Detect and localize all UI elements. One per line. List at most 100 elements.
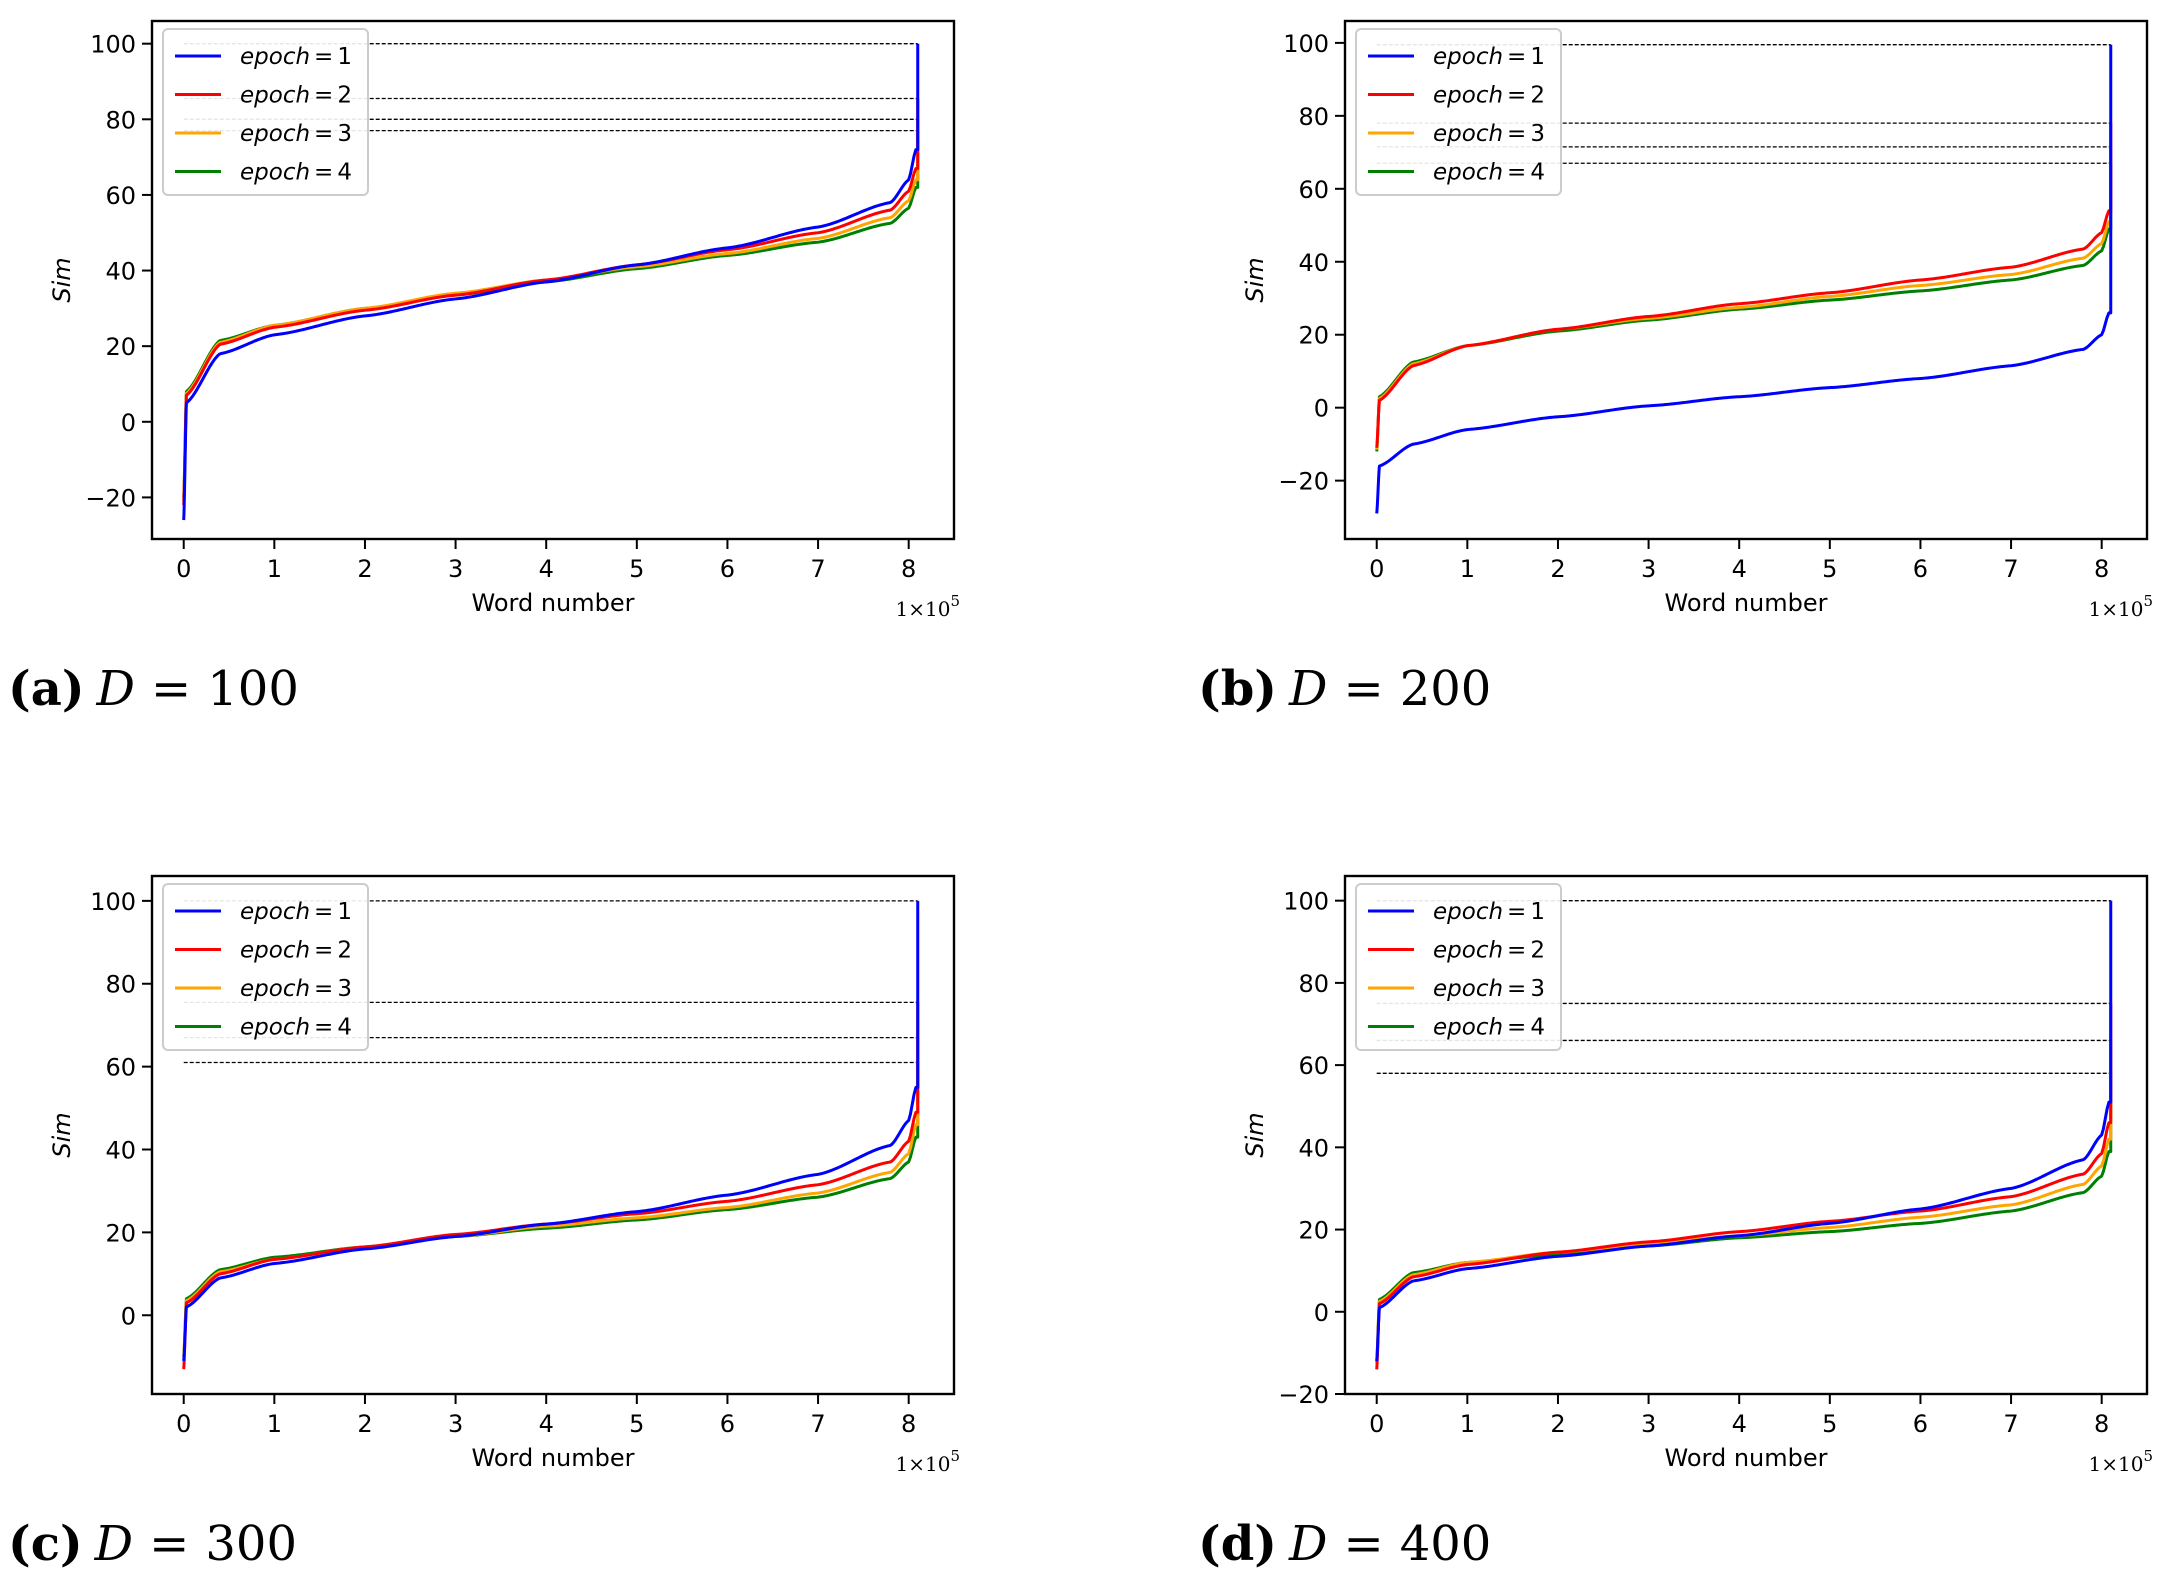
legend-var: epoch bbox=[240, 1015, 310, 1041]
x-multiplier: 1×105 bbox=[896, 1447, 960, 1476]
series-line-epoch-2 bbox=[182, 98, 920, 506]
caption-value: 200 bbox=[1400, 661, 1492, 717]
x-multiplier: 1×105 bbox=[896, 592, 960, 621]
x-multiplier: 1×105 bbox=[2089, 1447, 2153, 1476]
legend-number: 2 bbox=[337, 938, 352, 964]
y-tick-label: 60 bbox=[1298, 1052, 1329, 1080]
y-tick-label: 80 bbox=[105, 106, 136, 134]
chart-panel-0: 0 1 2 3 4 5 6 7 8 −20 0 20 40 60 80 100 Word number Sim 1×… bbox=[8, 19, 960, 717]
legend-equals: = bbox=[1507, 44, 1526, 70]
legend-entry-epoch-1: epoch = 1 bbox=[1433, 899, 1545, 925]
x-multiplier-exponent: 5 bbox=[2143, 592, 2153, 610]
legend-box bbox=[162, 883, 369, 1051]
legend-equals: = bbox=[1507, 1015, 1526, 1041]
x-axis-label: Word number bbox=[472, 1444, 635, 1472]
y-tick-label: 80 bbox=[1298, 103, 1329, 131]
x-tick-label: 0 bbox=[176, 1410, 191, 1438]
caption-equals: = bbox=[1343, 661, 1383, 717]
x-tick-label: 5 bbox=[1822, 1410, 1837, 1438]
legend-number: 1 bbox=[337, 44, 352, 70]
caption-value: 100 bbox=[207, 661, 299, 717]
x-multiplier-exponent: 5 bbox=[950, 592, 960, 610]
x-tick-label: 0 bbox=[1369, 1410, 1384, 1438]
x-tick-label: 6 bbox=[1913, 555, 1928, 583]
x-tick-label: 3 bbox=[1641, 555, 1656, 583]
legend-var: epoch bbox=[1433, 121, 1503, 147]
legend-entry-epoch-4: epoch = 4 bbox=[1433, 160, 1545, 186]
y-tick-label: −20 bbox=[1278, 468, 1329, 496]
caption-variable: D bbox=[1288, 661, 1327, 717]
x-tick-label: 1 bbox=[1460, 1410, 1475, 1438]
legend-equals: = bbox=[314, 160, 333, 186]
y-tick-label: 0 bbox=[1314, 395, 1329, 423]
y-tick-label: 100 bbox=[1283, 30, 1329, 58]
y-tick-label: 0 bbox=[121, 409, 136, 437]
legend-var: epoch bbox=[240, 83, 310, 109]
legend-equals: = bbox=[314, 44, 333, 70]
caption-label: (a) bbox=[8, 661, 85, 717]
legend-equals: = bbox=[1507, 938, 1526, 964]
legend-equals: = bbox=[314, 121, 333, 147]
caption-label: (d) bbox=[1198, 1516, 1277, 1572]
legend-box bbox=[162, 28, 369, 196]
legend-entry-epoch-4: epoch = 4 bbox=[240, 160, 352, 186]
x-tick-label: 0 bbox=[176, 555, 191, 583]
legend-var: epoch bbox=[1433, 899, 1503, 925]
y-tick-label: 100 bbox=[90, 888, 136, 916]
caption-label: (c) bbox=[8, 1516, 83, 1572]
legend-var: epoch bbox=[1433, 44, 1503, 70]
x-multiplier-base: 1×10 bbox=[2089, 1452, 2144, 1476]
x-tick-label: 7 bbox=[2003, 555, 2018, 583]
x-tick-label: 6 bbox=[720, 1410, 735, 1438]
x-multiplier-exponent: 5 bbox=[2143, 1447, 2153, 1465]
legend-entry-epoch-1: epoch = 1 bbox=[240, 899, 352, 925]
legend-number: 4 bbox=[337, 1015, 352, 1041]
y-tick-label: 80 bbox=[1298, 970, 1329, 998]
legend-entry-epoch-3: epoch = 3 bbox=[240, 121, 352, 147]
legend-number: 3 bbox=[337, 121, 352, 147]
legend-equals: = bbox=[1507, 160, 1526, 186]
x-tick-label: 2 bbox=[357, 555, 372, 583]
legend-equals: = bbox=[1507, 976, 1526, 1002]
y-tick-label: 40 bbox=[1298, 249, 1329, 277]
panel-caption: (c) D = 300 bbox=[8, 1516, 297, 1572]
legend-entry-epoch-2: epoch = 2 bbox=[1433, 938, 1545, 964]
y-tick-label: −20 bbox=[1278, 1381, 1329, 1409]
y-tick-label: 60 bbox=[105, 1054, 136, 1082]
x-tick-label: 3 bbox=[448, 555, 463, 583]
caption-equals: = bbox=[1343, 1516, 1383, 1572]
legend-var: epoch bbox=[1433, 976, 1503, 1002]
x-axis-label: Word number bbox=[1665, 1444, 1828, 1472]
legend-entry-epoch-2: epoch = 2 bbox=[1433, 83, 1545, 109]
caption-equals: = bbox=[151, 661, 191, 717]
legend-entry-epoch-3: epoch = 3 bbox=[240, 976, 352, 1002]
legend-number: 2 bbox=[1530, 83, 1545, 109]
x-tick-label: 5 bbox=[629, 1410, 644, 1438]
legend-number: 3 bbox=[1530, 976, 1545, 1002]
y-tick-label: 20 bbox=[1298, 322, 1329, 350]
legend-equals: = bbox=[314, 899, 333, 925]
x-tick-label: 2 bbox=[1550, 1410, 1565, 1438]
legend-var: epoch bbox=[240, 160, 310, 186]
x-multiplier-base: 1×10 bbox=[2089, 597, 2144, 621]
y-tick-label: 100 bbox=[90, 31, 136, 59]
y-tick-label: 20 bbox=[1298, 1217, 1329, 1245]
y-tick-label: 40 bbox=[105, 258, 136, 286]
series-line-epoch-1 bbox=[1375, 44, 2113, 515]
legend-entry-epoch-4: epoch = 4 bbox=[1433, 1015, 1545, 1041]
legend-equals: = bbox=[1507, 899, 1526, 925]
x-tick-label: 7 bbox=[810, 1410, 825, 1438]
legend-box bbox=[1355, 883, 1562, 1051]
legend-equals: = bbox=[1507, 121, 1526, 147]
legend-entry-epoch-3: epoch = 3 bbox=[1433, 121, 1545, 147]
legend-number: 3 bbox=[337, 976, 352, 1002]
legend-entry-epoch-4: epoch = 4 bbox=[240, 1015, 352, 1041]
y-tick-label: 80 bbox=[105, 971, 136, 999]
y-axis-label: Sim bbox=[1241, 257, 1269, 302]
series-line-epoch-1 bbox=[1375, 900, 2113, 1362]
caption-variable: D bbox=[1288, 1516, 1327, 1572]
y-tick-label: 20 bbox=[105, 1219, 136, 1247]
legend-equals: = bbox=[314, 976, 333, 1002]
